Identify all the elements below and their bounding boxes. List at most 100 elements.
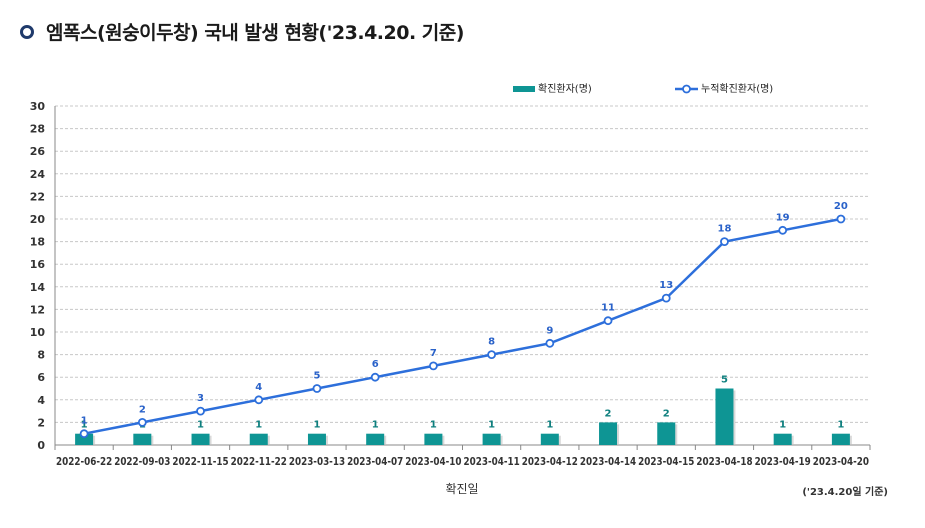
x-tick-label: 2022-09-03 [114, 456, 170, 468]
bar [715, 388, 734, 445]
line-point [312, 384, 322, 393]
bar [133, 433, 152, 445]
y-tick-label: 4 [37, 394, 45, 407]
y-tick-label: 8 [37, 349, 45, 362]
grid-lines [55, 105, 870, 423]
y-tick-label: 10 [30, 326, 46, 339]
bar-series [75, 388, 852, 445]
x-axis: 2022-06-22 2022-09-03 2022-11-15 2022-11-22… [54, 444, 871, 468]
page-title: 엠폭스(원숭이두창) 국내 발생 현황('23.4.20. 기준) [46, 22, 464, 44]
bar [599, 422, 618, 445]
x-tick-label: 2023-04-20 [813, 456, 869, 468]
y-tick-label: 2 [37, 416, 45, 429]
x-tick-label: 2023-04-15 [638, 456, 694, 468]
line-data-label: 13 [659, 280, 673, 291]
y-tick-label: 28 [30, 123, 45, 136]
bar [540, 433, 559, 445]
line-data-label: 3 [197, 393, 204, 404]
x-tick-label: 2023-04-11 [464, 456, 520, 468]
title-block: 엠폭스(원숭이두창) 국내 발생 현황('23.4.20. 기준) [20, 18, 464, 45]
y-tick-label: 24 [30, 168, 46, 181]
x-tick-label: 2022-06-22 [56, 456, 112, 468]
line-data-label: 5 [313, 371, 320, 382]
line-point [137, 417, 147, 427]
bar [773, 433, 792, 445]
bar [191, 433, 210, 445]
x-tick-label: 2022-11-22 [231, 456, 287, 468]
line-data-label: 2 [139, 404, 146, 415]
bar-data-label: 1 [313, 420, 320, 431]
y-tick-label: 22 [30, 190, 45, 203]
legend: 확진환자(명) 누적확진환자(명) [513, 83, 773, 95]
bar-data-label: 1 [488, 420, 495, 431]
bar [249, 433, 268, 445]
bar-data-label: 1 [779, 420, 786, 431]
line-point [370, 372, 380, 382]
line-point [428, 361, 438, 371]
footnote: ('23.4.20일 기준) [802, 485, 888, 498]
line-data-label: 1 [81, 416, 88, 427]
y-tick-label: 30 [30, 100, 46, 113]
x-tick-label: 2023-04-14 [580, 456, 636, 468]
x-tick-label: 2022-11-15 [172, 456, 228, 468]
x-tick-label: 2023-04-19 [755, 456, 811, 468]
bar-data-label: 1 [837, 420, 844, 431]
line-point [196, 406, 205, 416]
bar [307, 433, 326, 445]
y-tick-label: 6 [37, 371, 45, 384]
x-tick-label: 2023-04-07 [347, 456, 403, 468]
bar [75, 433, 94, 445]
bar-data-label: 1 [546, 420, 553, 431]
bar-data-label: 2 [605, 408, 612, 419]
x-tick-label: 2023-04-10 [405, 456, 461, 468]
bar-data-label: 1 [372, 420, 379, 431]
cumulative-line [83, 217, 842, 435]
line-data-label: 9 [546, 325, 553, 336]
line-point [661, 293, 671, 303]
line-point [603, 316, 613, 326]
bar-data-label: 2 [663, 408, 670, 419]
line-point [254, 395, 264, 405]
line-point [79, 429, 89, 439]
bar [657, 422, 676, 445]
bullet-circle-icon [20, 24, 34, 39]
line-data-label: 4 [255, 382, 262, 393]
bar-data-label: 1 [430, 420, 437, 431]
legend-line-marker [682, 84, 691, 94]
line-data-label: 19 [776, 212, 790, 223]
y-tick-label: 26 [30, 145, 46, 158]
x-axis-label: 확진일 [445, 482, 478, 496]
line-data-label: 7 [430, 348, 437, 359]
line-point [778, 225, 788, 235]
x-tick-label: 2023-04-12 [522, 456, 578, 468]
legend-bar-swatch [513, 86, 535, 92]
legend-bar-label: 확진환자(명) [538, 83, 592, 95]
y-tick-label: 16 [30, 258, 46, 271]
x-tick-label: 2023-03-13 [289, 456, 345, 468]
bar-data-label: 1 [81, 420, 88, 431]
y-tick-label: 12 [30, 303, 45, 316]
line-data-label: 8 [488, 337, 495, 348]
bar [424, 433, 443, 445]
line-point [720, 237, 729, 247]
line-data-label: 18 [718, 224, 732, 235]
bar-data-label: 5 [721, 375, 728, 386]
line-series [79, 214, 846, 439]
line-point [487, 350, 497, 360]
legend-line-label: 누적확진환자(명) [701, 83, 773, 95]
line-data-label: 20 [834, 201, 848, 212]
bar-data-label: 1 [197, 420, 204, 431]
bar-data-label: 1 [255, 420, 262, 431]
line-data-label: 11 [601, 303, 615, 314]
line-point [836, 214, 846, 224]
bar [366, 433, 385, 445]
bar [831, 433, 850, 445]
line-point [545, 338, 555, 348]
y-tick-label: 18 [30, 236, 45, 249]
bar [482, 433, 501, 445]
line-data-labels: 1 2 3 4 5 6 7 8 9 11 13 18 19 20 [81, 201, 848, 427]
x-tick-label: 2023-04-18 [696, 456, 752, 468]
y-tick-label: 0 [37, 439, 45, 452]
y-tick-label: 20 [30, 213, 46, 226]
